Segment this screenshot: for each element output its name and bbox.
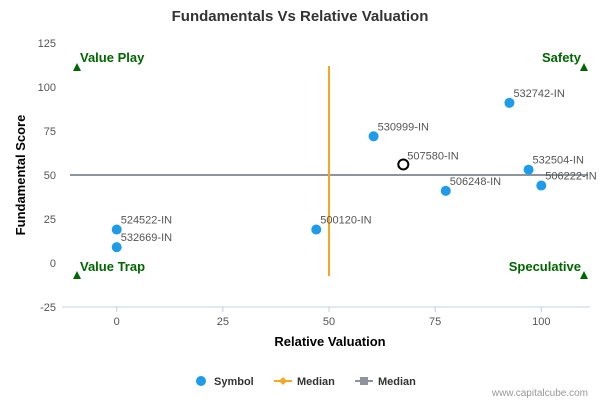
x-axis-ticks: 0 25 50 75 100 <box>114 307 550 328</box>
y-axis-ticks: 125 100 75 50 25 0 -25 <box>38 38 56 314</box>
x-tick-label: 0 <box>114 316 120 328</box>
median-lines <box>70 66 588 276</box>
y-tick-label: 50 <box>44 170 56 182</box>
x-tick-label: 50 <box>323 316 335 328</box>
data-point-label: 506222-IN <box>545 171 596 183</box>
data-point-label: 524522-IN <box>121 215 172 227</box>
data-point[interactable] <box>536 180 547 191</box>
legend-median-y-label: Median <box>378 376 416 388</box>
data-point-label: 532669-IN <box>121 232 172 244</box>
legend-symbol-marker <box>196 376 206 386</box>
data-point[interactable] <box>311 224 322 235</box>
x-tick-label: 100 <box>532 316 550 328</box>
legend-median-x-marker <box>279 377 287 385</box>
data-point[interactable] <box>523 164 534 175</box>
quadrant-speculative-label: Speculative <box>509 259 581 274</box>
x-axis-title: Relative Valuation <box>274 334 385 349</box>
y-axis-title: Fundamental Score <box>13 115 28 236</box>
legend-median-y-marker <box>360 377 368 385</box>
y-tick-label: 25 <box>44 214 56 226</box>
data-point-label: 532504-IN <box>533 155 584 167</box>
data-point-label: 506248-IN <box>450 176 501 188</box>
y-tick-label: 0 <box>50 258 56 270</box>
quadrant-safety-marker <box>580 63 588 71</box>
data-point[interactable] <box>504 97 515 108</box>
y-tick-label: -25 <box>40 302 56 314</box>
x-tick-label: 75 <box>429 316 441 328</box>
chart-title: Fundamentals Vs Relative Valuation <box>172 8 429 25</box>
quadrant-value-trap-marker <box>73 271 81 279</box>
y-tick-label: 100 <box>38 82 56 94</box>
data-point[interactable] <box>440 185 451 196</box>
data-point-label: 530999-IN <box>378 121 429 133</box>
legend-median-x-label: Median <box>297 376 335 388</box>
quadrant-safety-label: Safety <box>542 50 582 65</box>
data-point[interactable] <box>111 224 122 235</box>
quadrant-speculative-marker <box>580 271 588 279</box>
highlighted-data-point[interactable] <box>397 158 410 171</box>
legend-symbol-label: Symbol <box>214 376 254 388</box>
quadrant-value-trap-label: Value Trap <box>80 259 145 274</box>
data-point-label: 532742-IN <box>513 88 564 100</box>
quadrant-labels: Value Play Safety Value Trap Speculative <box>73 50 588 279</box>
highlighted-data-point-label: 507580-IN <box>407 150 458 162</box>
data-point-label: 500120-IN <box>320 215 371 227</box>
data-points <box>111 97 547 253</box>
quadrant-value-play-marker <box>73 63 81 71</box>
data-point-labels: 532742-IN 530999-IN 532504-IN 506222-IN 5062… <box>121 88 597 244</box>
y-tick-label: 125 <box>38 38 56 50</box>
data-point[interactable] <box>111 242 122 253</box>
credit-text: www.capitalcube.com <box>491 388 588 399</box>
quadrant-value-play-label: Value Play <box>80 50 145 65</box>
y-tick-label: 75 <box>44 126 56 138</box>
data-point[interactable] <box>368 131 379 142</box>
x-tick-label: 25 <box>217 316 229 328</box>
legend[interactable]: Symbol Median Median <box>196 376 416 388</box>
